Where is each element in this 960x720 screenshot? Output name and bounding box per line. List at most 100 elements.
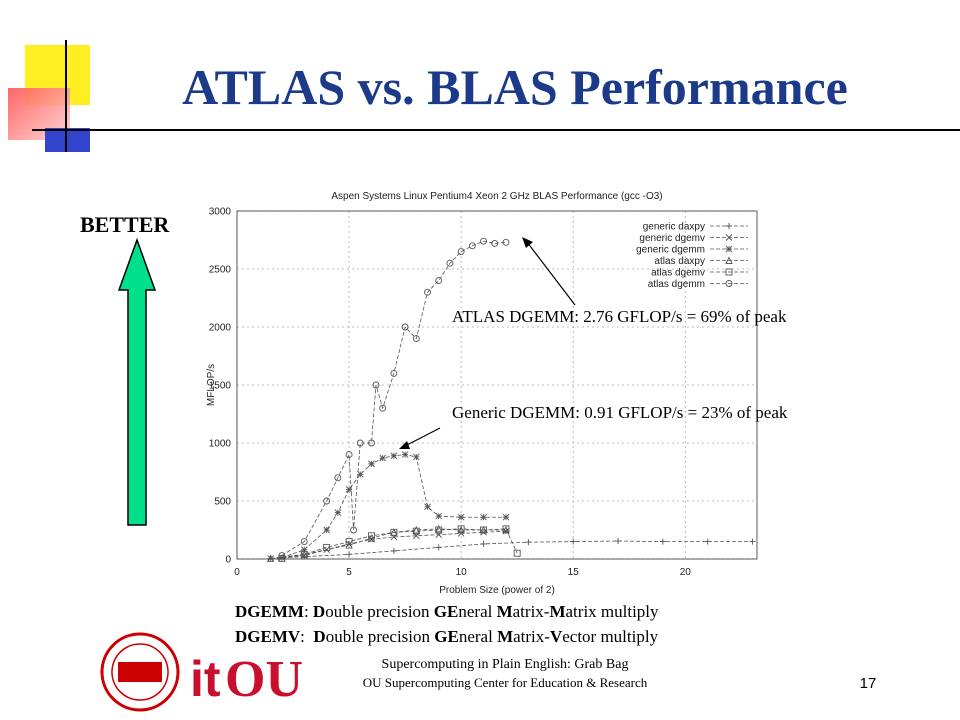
data-point [412,335,420,343]
data-point [480,237,488,245]
data-point [749,538,756,545]
data-point [368,439,375,447]
data-point [368,460,375,468]
data-point [457,525,465,534]
slide-title: ATLAS vs. BLAS Performance [182,59,848,115]
footer: OU Supercomputing Center for Education &… [363,675,648,690]
x-tick-label: 10 [456,567,468,578]
data-point [323,497,331,505]
data-point [424,503,431,511]
data-point [334,509,342,516]
y-tick-label: 3000 [209,207,232,218]
definition-part: M [497,602,513,621]
data-point [468,242,476,250]
x-tick-label: 0 [234,567,240,578]
legend-label: generic dgemv [639,233,705,244]
definition-part: D [313,602,325,621]
footer: Supercomputing in Plain English: Grab Ba… [382,657,629,672]
data-point [334,474,342,482]
better-arrow [117,237,157,526]
annotation: ATLAS DGEMM: 2.76 GFLOP/s = 69% of peak [452,307,787,326]
data-point [704,538,711,545]
data-point [390,369,398,377]
x-axis-label: Problem Size (power of 2) [439,585,555,596]
definition-part: M [549,602,565,621]
logo [100,632,180,712]
data-point [368,532,375,540]
arrowhead [399,441,410,449]
data-point [346,551,353,558]
data-point [266,554,275,562]
arrowhead [522,237,533,248]
better-label: BETTER [80,212,170,237]
series-line [281,240,507,556]
definition-part: ouble precision [325,602,434,621]
data-point [525,539,532,546]
y-tick-label: 2500 [209,265,232,276]
data-point [323,526,330,534]
definition-part: atrix- [513,602,550,621]
data-point [390,452,398,460]
series [278,525,521,562]
legend-marker [726,223,732,229]
data-point [345,486,353,493]
data-point [390,528,398,536]
series-line [270,528,506,559]
data-point [379,404,387,412]
legend-marker [725,280,733,287]
definition-part: M [497,627,513,646]
definition-part: ouble precision [326,627,435,646]
data-point [412,453,420,461]
data-point [457,248,465,256]
data-point [615,538,622,545]
legend-marker [725,234,733,241]
x-tick-label: 5 [346,567,352,578]
legend-label: generic daxpy [643,222,705,233]
data-point [502,513,510,521]
definition: DGEMM: Double precision GEneral Matrix-M… [235,602,659,621]
data-point [513,549,521,557]
data-point [300,546,308,554]
definition-part: GE [434,602,459,621]
annotation-arrow [404,427,441,447]
data-point [367,534,376,542]
data-point [350,526,358,534]
data-point [480,540,487,547]
data-point [502,238,510,246]
data-point [570,538,577,545]
y-tick-label: 0 [225,555,231,566]
definition-part: neral [458,602,496,621]
data-point [480,526,488,534]
annotation-arrow [526,241,576,306]
series [278,451,510,562]
definition: DGEMV: Double precision GEneral Matrix-V… [235,627,659,646]
chart-title: Aspen Systems Linux Pentium4 Xeon 2 GHz … [331,191,662,202]
legend-marker [725,245,733,253]
data-point [435,512,443,520]
data-point [345,451,353,459]
data-point [491,240,499,247]
definitions: DGEMM: Double precision GEneral Matrix-M… [235,602,659,646]
definition-part: neral [459,627,497,646]
data-point [401,451,409,458]
data-point [434,524,443,533]
legend-label: atlas dgemv [651,268,705,279]
data-point [345,538,353,546]
data-point [424,288,431,296]
definition-part: V [550,627,563,646]
legend-label: atlas dgemm [648,279,705,290]
data-point [372,381,380,389]
data-point [502,525,510,533]
data-point [446,259,454,267]
data-point [390,547,397,554]
plot-frame [236,210,758,560]
data-point [457,525,465,533]
data-point [412,525,421,534]
definition-part: atrix- [513,627,550,646]
data-point [356,471,364,478]
data-point [457,513,465,521]
definition-part: GE [434,627,459,646]
y-tick-label: 1000 [209,439,232,450]
legend-label: generic dgemm [636,245,705,256]
